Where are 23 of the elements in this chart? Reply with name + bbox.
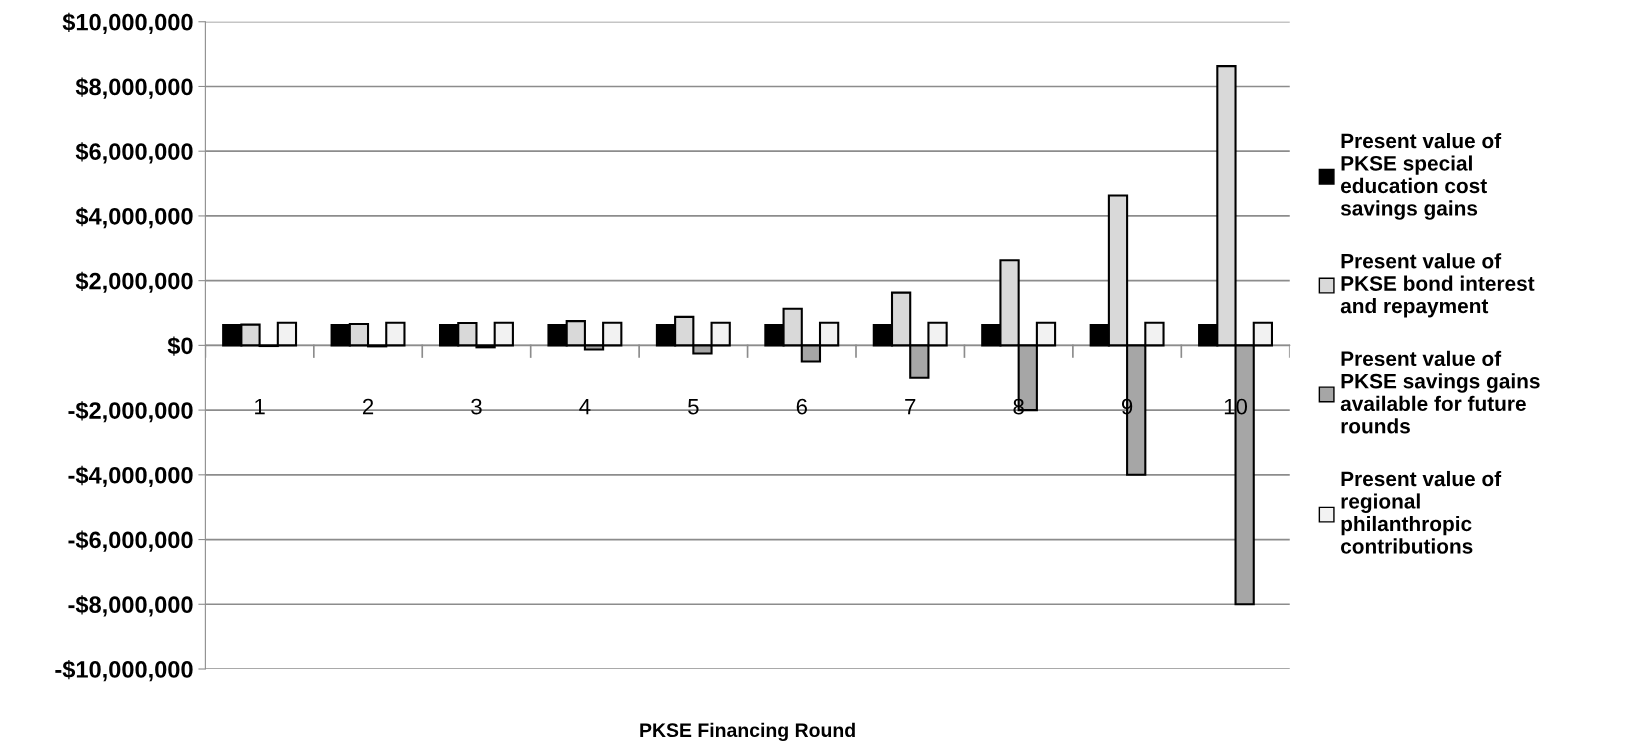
x-tick-label: 7 xyxy=(905,398,916,415)
y-tick-label: $2,000,000 xyxy=(75,271,193,293)
y-tick-label: -$4,000,000 xyxy=(68,465,193,488)
y-tick-label: $0 xyxy=(167,336,193,356)
x-axis-title: PKSE Financing Round xyxy=(640,722,855,741)
y-tick-label: $10,000,000 xyxy=(62,12,193,34)
y-tick-label: $6,000,000 xyxy=(75,142,193,164)
x-tick-label: 1 xyxy=(255,398,265,415)
y-tick-label: -$10,000,000 xyxy=(55,660,193,682)
y-tick-label: $8,000,000 xyxy=(75,77,193,99)
x-tick-label: 6 xyxy=(796,398,807,415)
y-tick-label: -$2,000,000 xyxy=(68,401,193,423)
y-tick-label: $4,000,000 xyxy=(75,206,193,229)
x-tick-label: 3 xyxy=(471,398,482,415)
x-tick-label: 5 xyxy=(688,398,699,415)
x-tick-label: 2 xyxy=(362,398,374,415)
y-tick-label: -$8,000,000 xyxy=(68,595,193,617)
legend-label: Present value of PKSE special education cost savings gains xyxy=(1340,132,1502,220)
x-tick-label: 4 xyxy=(579,398,591,415)
legend-label: Present value of PKSE savings gains available for future rounds xyxy=(1340,350,1540,434)
legend-label: Present value of regional philanthropic contributions xyxy=(1341,470,1502,554)
legend-label: Present value of PKSE bond interest and repayment xyxy=(1340,253,1535,318)
y-tick-label: -$6,000,000 xyxy=(68,530,193,552)
